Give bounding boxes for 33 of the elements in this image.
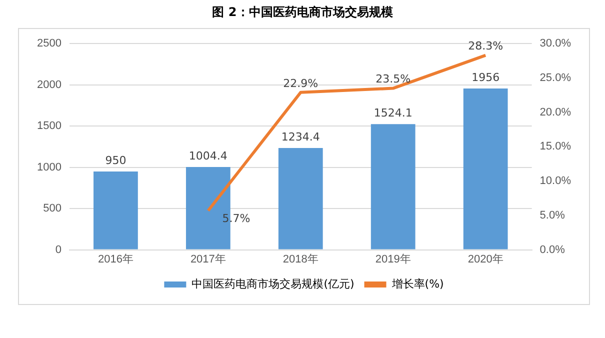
bar bbox=[278, 148, 323, 250]
y-tick-label: 2500 bbox=[36, 38, 62, 50]
x-tick-label: 2019年 bbox=[375, 253, 411, 266]
x-tick-label: 2017年 bbox=[190, 253, 226, 266]
y2-tick-label: 20.0% bbox=[540, 106, 572, 118]
data-label: 1524.1 bbox=[374, 106, 412, 120]
data-label: 28.3% bbox=[468, 40, 504, 53]
chart-title: 图 2：中国医药电商市场交易规模 bbox=[211, 4, 394, 21]
y2-tick-label: 10.0% bbox=[540, 175, 572, 188]
data-label: 950 bbox=[105, 154, 126, 167]
y-tick-label: 500 bbox=[43, 202, 62, 215]
x-tick-label: 2016年 bbox=[98, 253, 134, 266]
y2-tick-label: 15.0% bbox=[540, 140, 572, 153]
y2-tick-label: 0.0% bbox=[540, 244, 566, 256]
legend-label: 中国医药电商市场交易规模(亿元) bbox=[192, 277, 354, 290]
y-tick-label: 1000 bbox=[36, 161, 62, 174]
data-label: 23.5% bbox=[376, 72, 411, 86]
data-label: 1234.4 bbox=[281, 130, 320, 144]
y-tick-label: 0 bbox=[55, 244, 62, 256]
y2-tick-label: 30.0% bbox=[540, 38, 572, 50]
x-tick-label: 2020年 bbox=[468, 253, 504, 266]
data-label: 22.9% bbox=[283, 76, 318, 90]
y-tick-label: 2000 bbox=[36, 78, 62, 91]
data-label: 1956 bbox=[472, 70, 500, 84]
y2-tick-label: 5.0% bbox=[540, 209, 566, 222]
y-tick-label: 1500 bbox=[36, 120, 62, 132]
bar bbox=[370, 124, 416, 250]
x-tick-label: 2018年 bbox=[282, 253, 318, 266]
legend-label: 增长率(%) bbox=[390, 277, 444, 290]
bar bbox=[94, 171, 138, 250]
y2-tick-label: 25.0% bbox=[540, 72, 572, 84]
data-label: 1004.4 bbox=[188, 149, 228, 162]
bar bbox=[463, 88, 508, 250]
